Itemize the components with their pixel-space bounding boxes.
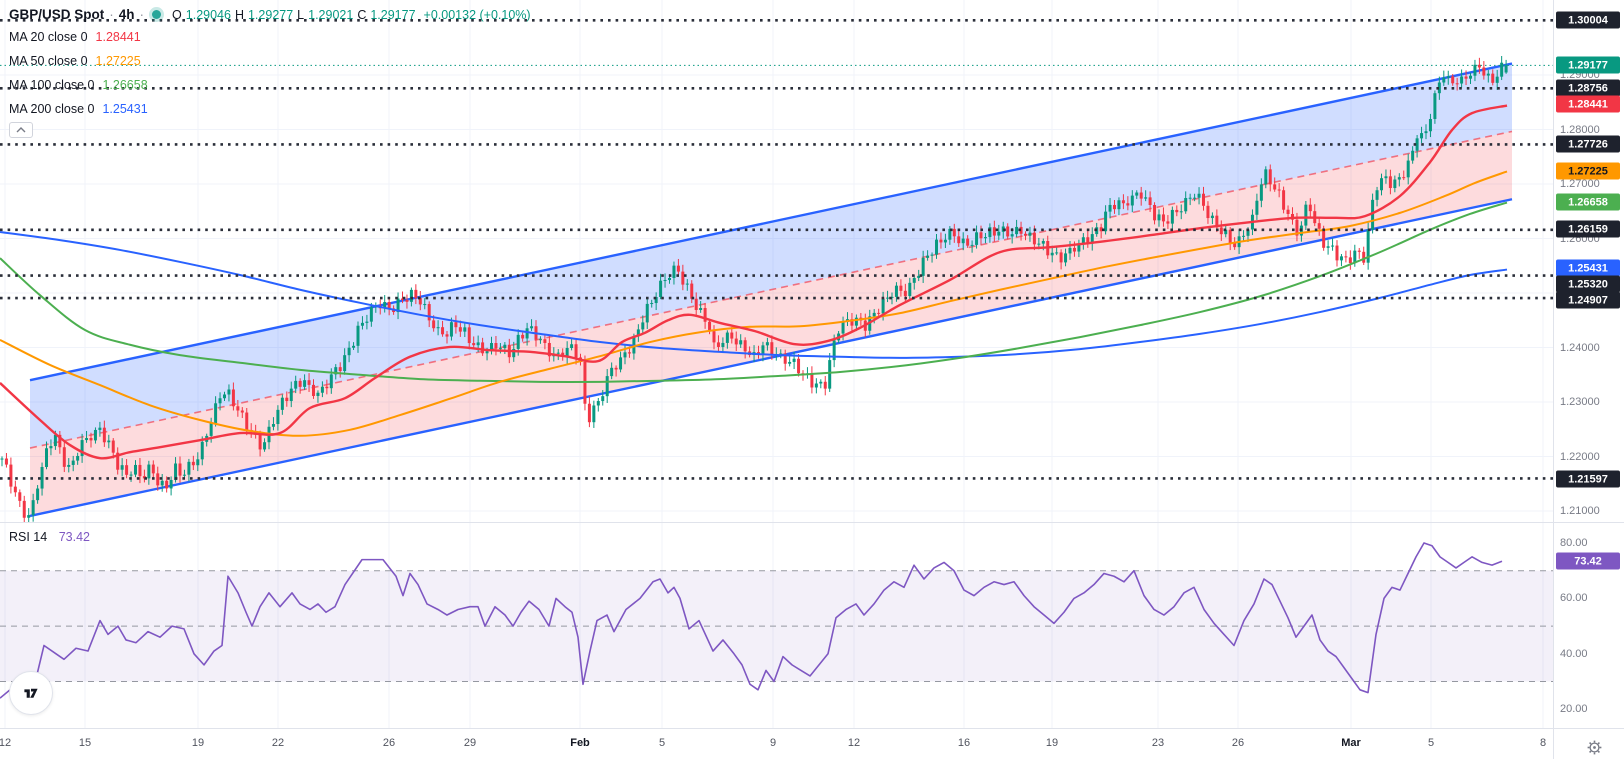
market-status-icon[interactable] <box>152 10 162 19</box>
rsi-legend[interactable]: RSI 14 73.42 <box>9 530 90 544</box>
separator: · <box>139 7 145 22</box>
indicator-value: 1.27225 <box>95 54 141 68</box>
price-axis-badge: 1.28756 <box>1556 79 1620 97</box>
time-axis-label: 26 <box>382 737 396 749</box>
rsi-pane[interactable] <box>0 542 1553 699</box>
time-axis-label: 19 <box>191 737 205 749</box>
ohlc-value: 1.29046 <box>185 7 231 22</box>
indicator-label: MA 100 close 0 <box>9 78 95 92</box>
time-axis-label: 22 <box>271 737 285 749</box>
symbol-title[interactable]: GBP/USD Spot <box>9 7 105 22</box>
price-axis-badge: 1.21597 <box>1556 470 1620 488</box>
indicator-row[interactable]: MA 200 close 0 1.25431 <box>9 102 148 116</box>
time-axis-label: 8 <box>1539 737 1547 749</box>
time-axis-label: 12 <box>0 737 12 749</box>
chevron-up-icon <box>16 127 26 133</box>
time-axis-label: 29 <box>463 737 477 749</box>
tradingview-logo-icon <box>24 688 38 698</box>
ma-line-200[interactable] <box>0 230 1508 359</box>
indicator-row[interactable]: MA 50 close 0 1.27225 <box>9 54 141 68</box>
ohlc-key: H <box>234 7 244 22</box>
rsi-label: RSI 14 <box>9 530 48 544</box>
channel-bottom-line[interactable] <box>29 198 1513 518</box>
time-axis-label: 16 <box>957 737 971 749</box>
change-value: +0.00132 (+0.10%) <box>423 7 531 22</box>
price-axis-label: 1.27000 <box>1560 178 1600 190</box>
price-axis-label: 1.21000 <box>1560 505 1600 517</box>
ohlc-value: 1.29021 <box>308 7 354 22</box>
price-axis-badge: 1.26658 <box>1556 193 1620 211</box>
indicator-value: 1.25431 <box>102 102 148 116</box>
time-axis-label: 9 <box>769 737 777 749</box>
grid-lines <box>0 0 1553 728</box>
price-axis-badge: 1.25320 <box>1556 275 1620 293</box>
time-axis-label: 5 <box>1427 737 1435 749</box>
ma-line-100[interactable] <box>0 201 1508 383</box>
price-axis-badge: 1.25431 <box>1556 259 1620 277</box>
channel-fill <box>30 131 1512 516</box>
rsi-axis-label: 60.00 <box>1560 592 1588 604</box>
rsi-line[interactable] <box>0 542 1503 699</box>
ohlc-value: 1.29177 <box>370 7 416 22</box>
gear-icon <box>1587 740 1601 754</box>
price-axis-badge: 1.27726 <box>1556 135 1620 153</box>
indicator-value: 1.26658 <box>102 78 148 92</box>
price-axis-label: 1.28000 <box>1560 123 1600 136</box>
time-axis-label: 15 <box>78 737 92 749</box>
time-axis-label: Mar <box>1341 737 1361 749</box>
rsi-axis-label: 40.00 <box>1560 648 1588 660</box>
price-axis-label: 1.24000 <box>1560 341 1600 354</box>
tradingview-logo[interactable] <box>9 671 53 715</box>
price-axis-border <box>1553 0 1554 759</box>
rsi-axis-label: 20.00 <box>1560 703 1588 715</box>
time-axis-border <box>0 728 1624 729</box>
indicator-value: 1.28441 <box>95 30 141 44</box>
ohlc-key: L <box>297 7 305 22</box>
price-axis-badge: 1.30004 <box>1556 11 1620 29</box>
ohlc-values: O 1.29046 H 1.29277 L 1.29021 C 1.29177 <box>172 8 416 22</box>
price-pane[interactable] <box>0 18 1553 523</box>
channel-top-line[interactable] <box>29 62 1513 382</box>
pane-divider[interactable] <box>0 522 1624 523</box>
channel-fill <box>30 63 1512 449</box>
time-axis-label: 23 <box>1151 737 1165 749</box>
rsi-value: 73.42 <box>58 530 90 544</box>
symbol-header[interactable]: GBP/USD Spot · 4h · O 1.29046 H 1.29277 L 1.2… <box>9 7 531 22</box>
price-axis-label: 1.22000 <box>1560 450 1600 463</box>
price-axis-badge: 1.28441 <box>1556 95 1620 113</box>
indicator-row[interactable]: MA 100 close 0 1.26658 <box>9 78 148 92</box>
price-axis-badge: 1.24907 <box>1556 291 1620 309</box>
price-axis-badge: 1.29177 <box>1556 56 1620 74</box>
collapse-pane-button[interactable] <box>9 122 33 138</box>
price-axis-badge: 73.42 <box>1556 552 1620 570</box>
ma-line-50[interactable] <box>0 170 1508 437</box>
indicator-label: MA 200 close 0 <box>9 102 95 116</box>
separator: · <box>109 7 114 22</box>
price-axis-badge: 1.26159 <box>1556 220 1620 238</box>
rsi-axis-label: 80.00 <box>1560 537 1588 549</box>
price-axis-label: 1.23000 <box>1560 396 1600 408</box>
indicator-row[interactable]: MA 20 close 0 1.28441 <box>9 30 141 44</box>
ohlc-key: O <box>172 7 182 22</box>
interval-label[interactable]: 4h <box>118 7 135 22</box>
time-axis-label: 19 <box>1045 737 1059 749</box>
ohlc-key: C <box>357 7 367 22</box>
price-axis-badge: 1.27225 <box>1556 162 1620 180</box>
time-axis-label: 5 <box>658 737 666 749</box>
ma-line-20[interactable] <box>0 104 1508 460</box>
indicator-label: MA 20 close 0 <box>9 30 88 44</box>
axis-settings-button[interactable] <box>1585 738 1603 756</box>
indicator-label: MA 50 close 0 <box>9 54 88 68</box>
time-axis-label: Feb <box>570 737 590 749</box>
time-axis-label: 12 <box>847 737 861 749</box>
time-axis-label: 26 <box>1231 737 1245 749</box>
ohlc-value: 1.29277 <box>247 7 294 22</box>
